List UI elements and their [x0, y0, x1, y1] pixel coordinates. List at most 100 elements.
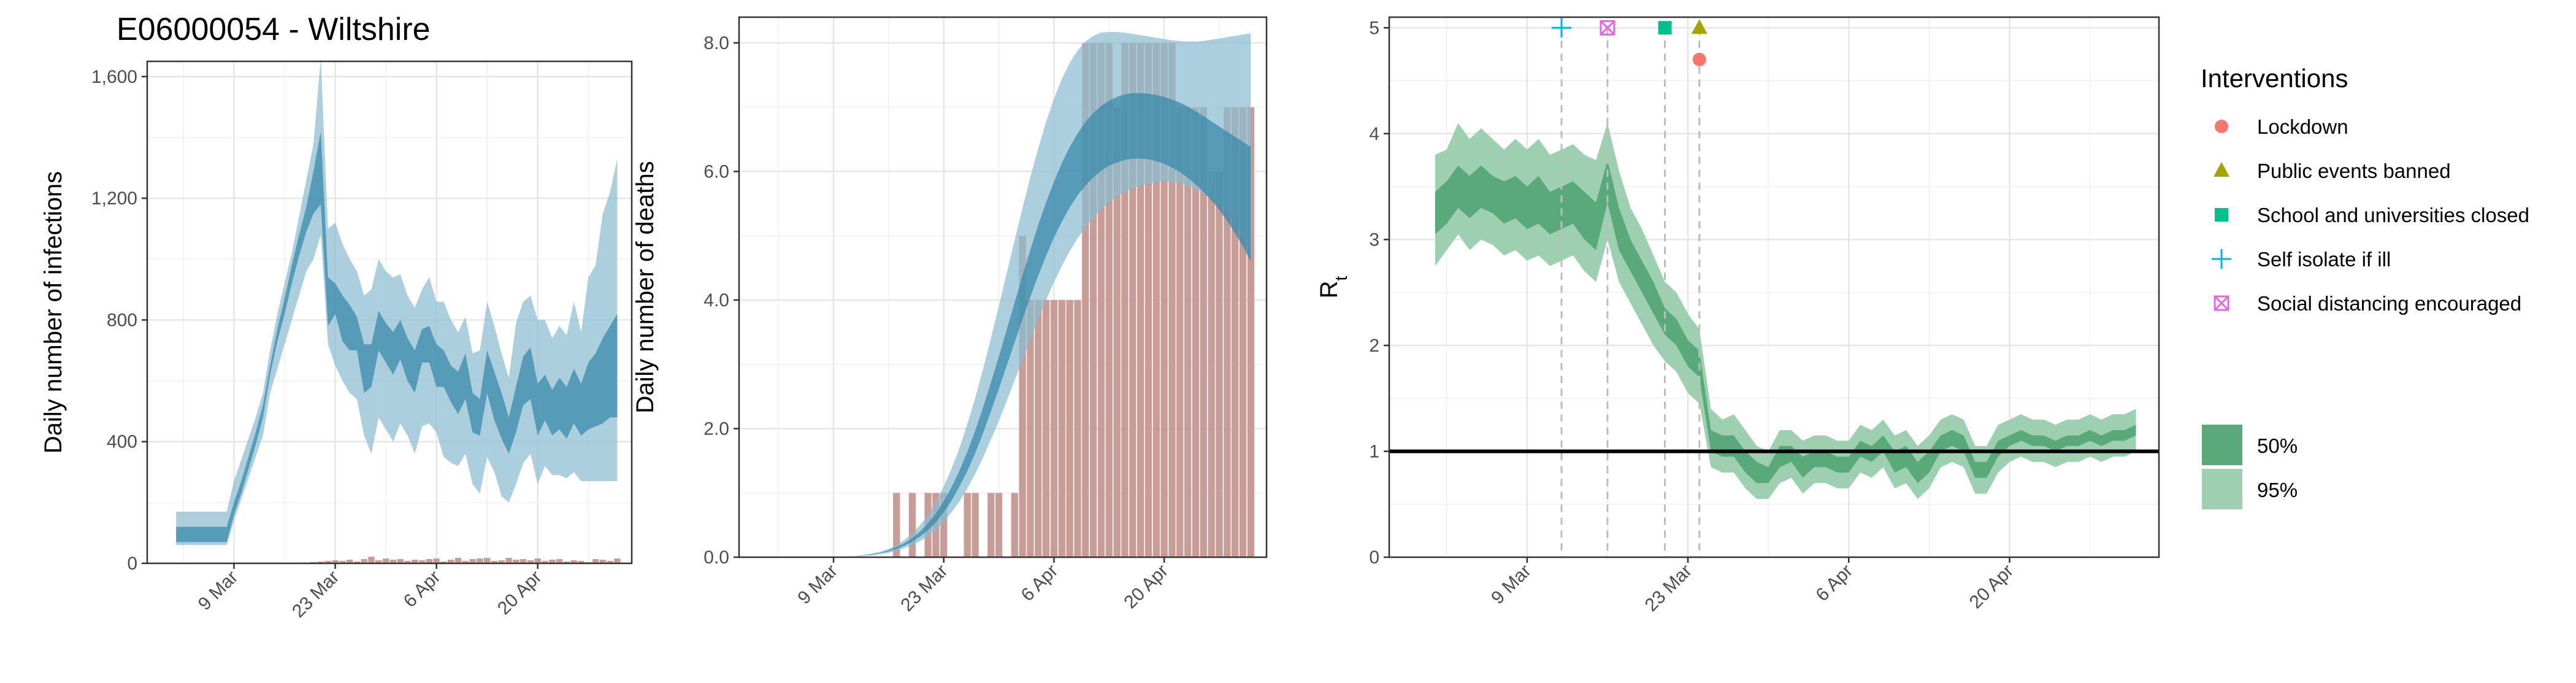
band-50: [770, 93, 1251, 558]
observed-bar: [477, 558, 483, 563]
observed-bar: [964, 493, 971, 557]
observed-bar: [462, 561, 469, 563]
observed-bar: [491, 561, 498, 563]
observed-bar: [987, 493, 995, 557]
observed-bar: [1192, 107, 1200, 557]
x-tick-label: 6 Apr: [1812, 561, 1857, 606]
observed-bar: [1082, 42, 1089, 557]
observed-bar: [1027, 299, 1034, 557]
observed-bar: [1144, 42, 1152, 557]
observed-bar: [1050, 299, 1058, 557]
y-axis-title: Daily number of deaths: [632, 161, 659, 413]
observed-bar: [1168, 42, 1176, 557]
legend-label-public-events: Public events banned: [2257, 160, 2451, 182]
observed-bar: [412, 560, 418, 563]
observed-bar: [995, 493, 1003, 557]
band-50: [176, 131, 618, 542]
observed-bar: [1097, 42, 1105, 557]
y-tick-label: 1,200: [91, 188, 137, 209]
observed-bar: [498, 560, 505, 563]
x-tick-label: 20 Apr: [1966, 561, 2018, 613]
x-tick-label: 20 Apr: [1120, 561, 1172, 613]
observed-bar: [1089, 42, 1097, 557]
observed-bar: [1184, 107, 1192, 557]
observed-bar: [1066, 299, 1073, 557]
intervention-marker: [1691, 19, 1708, 34]
observed-bar: [599, 560, 607, 563]
observed-bar: [332, 560, 339, 563]
legend-marker-plus: [2212, 249, 2231, 269]
observed-bar: [448, 560, 454, 563]
observed-bar: [542, 561, 548, 563]
observed-bar: [440, 561, 447, 563]
observed-bar: [519, 559, 527, 563]
observed-bar: [404, 561, 411, 563]
observed-bar: [513, 560, 519, 563]
intervention-marker: [1692, 53, 1706, 67]
legend-title: Interventions: [2201, 64, 2348, 93]
intervention-marker: [1600, 20, 1616, 36]
legend-marker-circle: [2215, 120, 2228, 133]
interventions-legend: Interventions Lockdown Public events ban…: [2201, 64, 2529, 509]
band-95: [770, 32, 1251, 558]
observed-bar: [317, 561, 324, 563]
observed-bar: [382, 558, 389, 563]
chart-title: E06000054 - Wiltshire: [117, 12, 431, 47]
band-95: [176, 58, 618, 546]
observed-bar: [339, 561, 346, 563]
y-tick-label: 2.0: [703, 419, 729, 439]
band-95: [1435, 123, 2136, 500]
legend-label-self-isolate: Self isolate if ill: [2257, 248, 2391, 271]
rt-panel: 0 1 2 3 4 5 9 Mar 23 Mar 6 Apr 20 Apr Rt: [1316, 16, 2160, 615]
observed-bar: [389, 560, 397, 563]
legend-label-95: 95%: [2257, 479, 2298, 501]
observed-bar: [1224, 107, 1231, 557]
observed-bar: [418, 560, 426, 563]
x-tick-label: 6 Apr: [400, 567, 445, 612]
x-tick-label: 6 Apr: [1018, 561, 1062, 606]
y-tick-label: 0: [127, 554, 137, 574]
panel-frame: [1388, 16, 2160, 558]
observed-bar: [1121, 42, 1129, 557]
observed-bar: [1105, 42, 1113, 557]
observed-bar: [433, 558, 440, 563]
y-axis-title: Rt: [1316, 276, 1351, 298]
observed-bar: [549, 560, 556, 563]
observed-bar: [1058, 299, 1065, 557]
observed-bar: [361, 559, 367, 563]
observed-bar: [469, 559, 476, 563]
observed-bar: [908, 493, 916, 557]
observed-bar: [346, 560, 353, 563]
observed-bar: [607, 561, 613, 563]
observed-bar: [578, 561, 585, 563]
legend-marker-boxx: [2214, 295, 2229, 311]
y-axis-title: Daily number of infections: [40, 171, 67, 453]
y-tick-label: 400: [107, 432, 137, 452]
observed-bar: [614, 558, 621, 563]
observed-bar: [940, 493, 948, 557]
observed-bar: [1074, 299, 1081, 557]
deaths-panel: 0.0 2.0 4.0 6.0 8.0 9 Mar 23 Mar 6 Apr 20 Apr Dai…: [632, 16, 1268, 615]
observed-bar: [1216, 171, 1223, 557]
legend-marker-triangle: [2214, 162, 2229, 177]
observed-bar: [534, 558, 541, 563]
observed-bar: [570, 560, 577, 563]
x-tick-label: 23 Mar: [1641, 561, 1696, 615]
observed-bar: [893, 493, 900, 557]
y-tick-label: 5: [1369, 18, 1379, 38]
x-tick-label: 9 Mar: [794, 561, 841, 609]
panel-frame: [738, 16, 1268, 558]
x-tick-label: 9 Mar: [194, 567, 242, 615]
observed-bar: [972, 493, 979, 557]
legend-label-lockdown: Lockdown: [2257, 115, 2348, 138]
observed-bar: [505, 558, 512, 563]
x-tick-label: 20 Apr: [494, 567, 546, 619]
band-50: [1435, 160, 2136, 484]
observed-bar: [483, 558, 491, 563]
y-tick-label: 0: [1369, 547, 1379, 568]
observed-bar: [324, 561, 331, 563]
y-tick-label: 4: [1369, 124, 1379, 144]
observed-bar: [592, 559, 599, 563]
observed-bar: [1035, 299, 1042, 557]
